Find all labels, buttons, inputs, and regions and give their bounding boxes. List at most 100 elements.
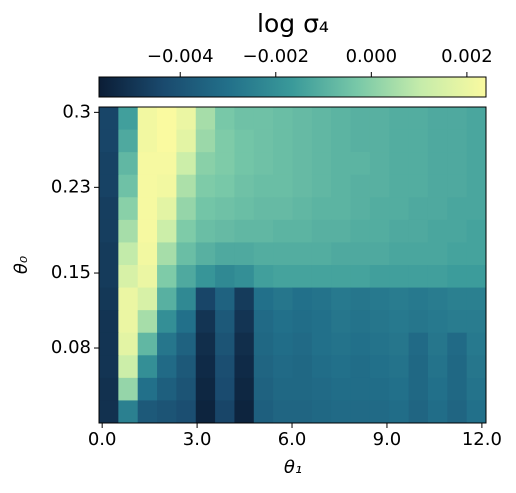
heatmap-cell [118, 197, 139, 221]
heatmap-cell [176, 152, 197, 176]
heatmap-cell [389, 332, 410, 356]
heatmap-cell [176, 107, 197, 131]
heatmap-cell [253, 129, 274, 153]
heatmap-cell [215, 242, 235, 266]
heatmap-cell [447, 174, 468, 198]
heatmap-cell [311, 377, 332, 401]
heatmap-cell [118, 310, 139, 334]
heatmap-cell [427, 287, 448, 311]
heatmap-cell [292, 242, 313, 266]
heatmap-cell [118, 152, 139, 176]
heatmap-cell [447, 310, 468, 334]
heatmap-cell [311, 107, 332, 131]
heatmap-cell [273, 265, 293, 289]
heatmap-cell [427, 310, 448, 334]
heatmap-cell [157, 400, 177, 424]
heatmap-cell [389, 287, 410, 311]
heatmap-cell [137, 129, 158, 153]
heatmap-cell [215, 355, 235, 379]
heatmap-cell [176, 332, 197, 356]
heatmap-cell [408, 377, 429, 401]
heatmap-cell [350, 129, 371, 153]
heatmap-cell [234, 107, 255, 131]
heatmap-cell [311, 265, 332, 289]
heatmap-cell [350, 377, 371, 401]
heatmap-cell [234, 310, 255, 334]
heatmap-cell [311, 310, 332, 334]
heatmap-cell [350, 287, 371, 311]
heatmap-cell [195, 400, 216, 424]
heatmap-cell [157, 287, 177, 311]
heatmap-cell [292, 219, 313, 243]
heatmap-cell [369, 400, 390, 424]
heatmap-cell [137, 400, 158, 424]
heatmap-cell [331, 265, 352, 289]
heatmap-cell [311, 197, 332, 221]
heatmap-cell [408, 242, 429, 266]
heatmap-cell [157, 152, 177, 176]
heatmap-cell [466, 242, 487, 266]
heatmap-cell [408, 129, 429, 153]
heatmap-cell [253, 287, 274, 311]
heatmap-cell [292, 174, 313, 198]
heatmap-cell [157, 107, 177, 131]
y-tick-label: 0.3 [62, 101, 91, 122]
heatmap-cell [447, 265, 468, 289]
heatmap-cell [447, 219, 468, 243]
heatmap-cell [369, 310, 390, 334]
heatmap-cell [99, 152, 119, 176]
heatmap-cell [350, 332, 371, 356]
heatmap-cell [176, 310, 197, 334]
heatmap-cell [427, 197, 448, 221]
heatmap-cell [99, 197, 119, 221]
heatmap-cell [157, 265, 177, 289]
heatmap-cell [350, 355, 371, 379]
x-axis-label: θ₁ [284, 457, 302, 478]
heatmap-cell [176, 174, 197, 198]
heatmap-cell [215, 310, 235, 334]
heatmap-cell [234, 377, 255, 401]
heatmap-cell [273, 287, 293, 311]
heatmap-cell [350, 197, 371, 221]
heatmap-cell [118, 107, 139, 131]
heatmap-cell [331, 332, 352, 356]
heatmap-cell [311, 332, 332, 356]
heatmap-cell [273, 400, 293, 424]
heatmap-cell [234, 174, 255, 198]
heatmap-cell [157, 129, 177, 153]
heatmap-cell [253, 242, 274, 266]
heatmap-cell [292, 287, 313, 311]
heatmap-cell [369, 332, 390, 356]
heatmap-cell [427, 242, 448, 266]
heatmap-cell [234, 219, 255, 243]
heatmap-cell [427, 377, 448, 401]
heatmap-cell [427, 152, 448, 176]
heatmap-cell [408, 219, 429, 243]
heatmap-cell [253, 355, 274, 379]
heatmap-cell [118, 400, 139, 424]
heatmap-cell [215, 265, 235, 289]
heatmap-cell [176, 400, 197, 424]
heatmap-cell [350, 242, 371, 266]
heatmap-cell [215, 107, 235, 131]
heatmap-cell [215, 377, 235, 401]
heatmap-cell [466, 174, 487, 198]
heatmap-cell [273, 332, 293, 356]
heatmap-cell [99, 287, 119, 311]
heatmap-cell [466, 219, 487, 243]
heatmap-cell [118, 265, 139, 289]
heatmap-cell [331, 174, 352, 198]
heatmap-cell [176, 355, 197, 379]
heatmap-cell [369, 287, 390, 311]
heatmap-cell [273, 377, 293, 401]
heatmap-cell [331, 377, 352, 401]
heatmap-cell [331, 129, 352, 153]
heatmap-cell [427, 219, 448, 243]
heatmap-cell [369, 107, 390, 131]
heatmap-cell [215, 219, 235, 243]
heatmap-cell [408, 355, 429, 379]
heatmap-cell [273, 242, 293, 266]
heatmap-cell [176, 197, 197, 221]
colorbar-tick-label: −0.002 [242, 46, 309, 67]
heatmap-cell [118, 129, 139, 153]
